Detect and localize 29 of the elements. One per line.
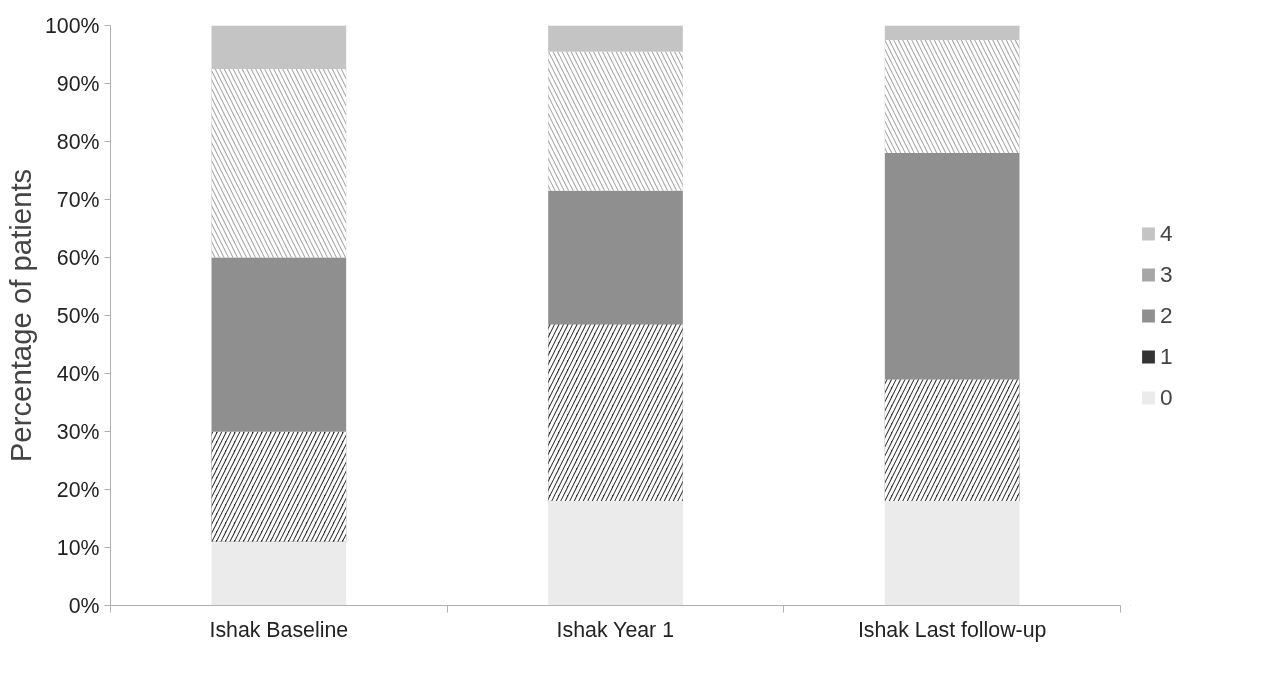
x-tick-label: Ishak Year 1 [556, 617, 675, 642]
legend-label: 0 [1160, 383, 1174, 411]
y-tick-label: 50% [56, 303, 100, 328]
y-axis-title: Percentage of patients [3, 168, 37, 463]
bar [884, 501, 1020, 606]
y-tick-label: 10% [56, 535, 100, 560]
bar [211, 541, 347, 606]
legend-label: 2 [1160, 301, 1174, 329]
y-tick-label: 30% [56, 419, 100, 444]
y-tick-label: 90% [56, 71, 100, 96]
bar [548, 501, 683, 606]
bar [548, 25, 683, 52]
legend-label: 4 [1160, 219, 1174, 247]
y-tick-label: 0% [68, 593, 100, 618]
bar [548, 190, 683, 325]
y-tick-label: 60% [56, 245, 100, 270]
y-tick-label: 20% [56, 477, 100, 502]
y-tick-label: 80% [56, 129, 100, 154]
legend-label: 1 [1160, 342, 1174, 370]
x-tick-label: Ishak Last follow-up [857, 617, 1047, 642]
x-tick-label: Ishak Baseline [209, 617, 349, 642]
y-tick-label: 100% [44, 13, 100, 38]
bar [884, 25, 1020, 40]
bar [884, 153, 1020, 380]
y-tick-label: 40% [56, 361, 100, 386]
legend-label: 3 [1160, 260, 1174, 288]
bar [211, 25, 347, 69]
y-tick-label: 70% [56, 187, 100, 212]
bar [211, 257, 347, 432]
